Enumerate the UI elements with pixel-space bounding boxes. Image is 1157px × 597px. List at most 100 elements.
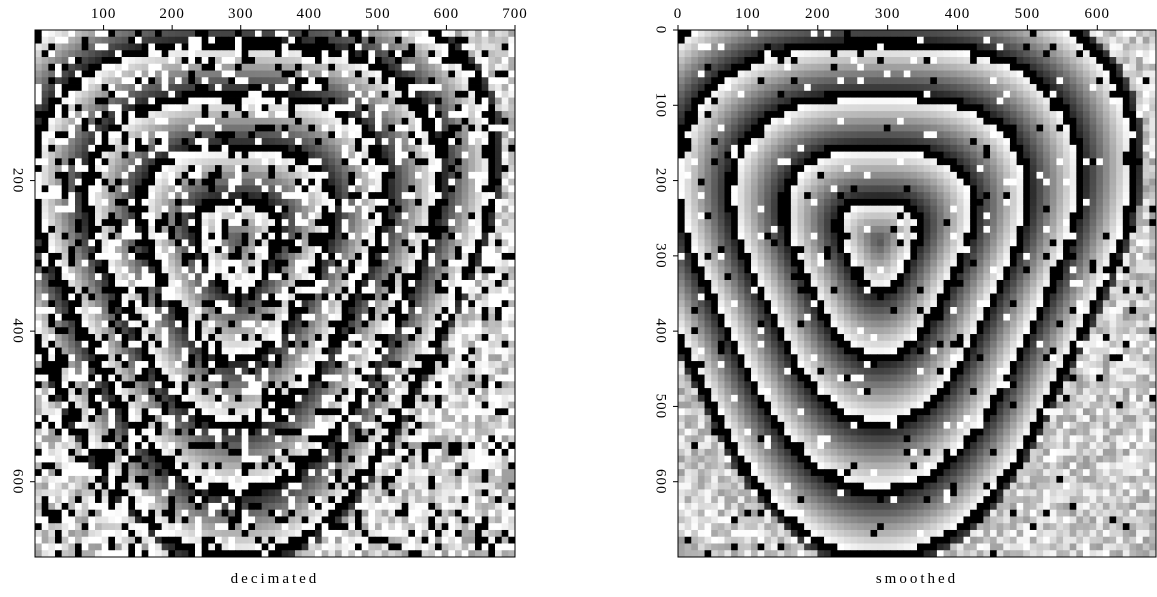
pixel [375,341,382,348]
pixel [35,206,42,213]
pixel [475,462,482,469]
pixel [82,192,89,199]
pixel [135,104,142,111]
pixel [48,395,55,402]
pixel [95,172,102,179]
pixel [68,354,75,361]
pixel [248,435,255,442]
pixel [95,179,102,186]
pixel [295,280,302,287]
pixel [102,435,109,442]
pixel [315,280,322,287]
pixel [495,327,502,334]
pixel [208,381,215,388]
pixel [148,314,155,321]
pixel [188,334,195,341]
pixel [275,239,282,246]
pixel [175,253,182,260]
pixel [475,388,482,395]
pixel [55,185,62,192]
pixel [495,415,502,422]
pixel [208,368,215,375]
pixel [435,50,442,57]
pixel [368,395,375,402]
pixel [168,239,175,246]
pixel [82,354,89,361]
pixel [235,266,242,273]
pixel [275,469,282,476]
pixel [128,165,135,172]
pixel [428,327,435,334]
pixel [422,226,429,233]
pixel [108,104,115,111]
pixel [428,219,435,226]
pixel [488,375,495,382]
pixel [415,489,422,496]
pixel [48,354,55,361]
pixel [482,476,489,483]
pixel [488,165,495,172]
pixel [415,199,422,206]
pixel [342,50,349,57]
pixel [128,44,135,51]
pixel [208,77,215,84]
pixel [122,280,129,287]
pixel [62,361,69,368]
pixel [82,226,89,233]
pixel [395,456,402,463]
pixel [208,294,215,301]
pixel [428,71,435,78]
pixel [428,280,435,287]
pixel [148,246,155,253]
pixel [362,37,369,44]
pixel [315,131,322,138]
pixel [55,476,62,483]
pixel [215,71,222,78]
pixel [488,152,495,159]
pixel [228,280,235,287]
pixel [415,125,422,132]
pixel [428,226,435,233]
pixel [135,246,142,253]
pixel [148,469,155,476]
pixel [255,307,262,314]
pixel [88,233,95,240]
pixel [295,449,302,456]
pixel [48,496,55,503]
pixel [355,37,362,44]
pixel [475,381,482,388]
pixel [215,111,222,118]
pixel [422,44,429,51]
pixel [362,381,369,388]
pixel [495,158,502,165]
pixel [148,253,155,260]
pixel [488,179,495,186]
pixel [268,172,275,179]
pixel [388,30,395,37]
pixel [142,456,149,463]
pixel [155,496,162,503]
pixel [55,111,62,118]
pixel [142,361,149,368]
pixel [482,71,489,78]
pixel [175,239,182,246]
pixel [328,91,335,98]
pixel [302,71,309,78]
pixel [188,469,195,476]
pixel [375,91,382,98]
pixel [502,226,509,233]
pixel [68,172,75,179]
pixel [368,253,375,260]
pixel [208,476,215,483]
pixel [395,77,402,84]
pixel [235,388,242,395]
pixel [362,314,369,321]
pixel [135,280,142,287]
pixel [288,158,295,165]
pixel [448,71,455,78]
pixel [488,483,495,490]
pixel [135,57,142,64]
pixel [55,388,62,395]
pixel [128,402,135,409]
pixel [268,368,275,375]
